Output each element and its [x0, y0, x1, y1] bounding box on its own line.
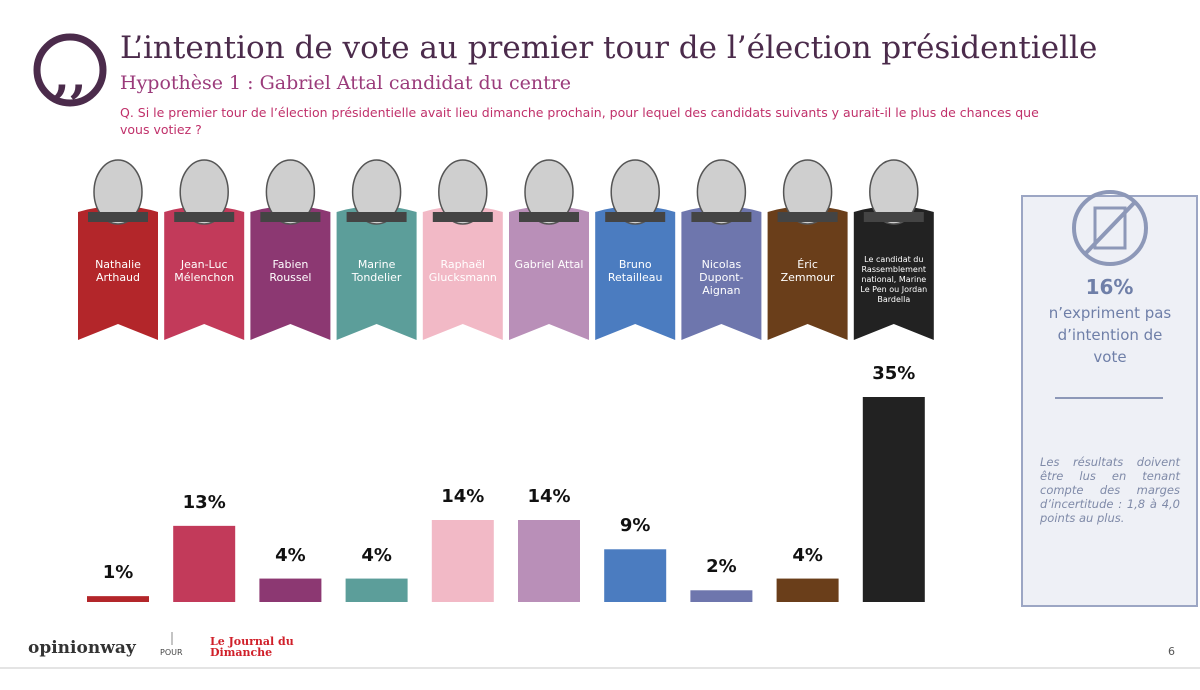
photo-shoulders — [519, 212, 579, 222]
side-panel — [1021, 195, 1198, 607]
candidate-ribbon — [164, 206, 245, 340]
no-intention-value: 16% — [1085, 275, 1134, 299]
strike-line — [1083, 200, 1137, 256]
candidate-photo — [524, 159, 574, 225]
candidate-photo — [93, 159, 143, 225]
no-vote-icon — [1072, 190, 1148, 266]
value-label: 14% — [527, 486, 571, 507]
candidate-photo — [351, 159, 402, 225]
partner: Le Journal du Dimanche — [210, 635, 294, 659]
candidate-name: Nicolas Dupont-Aignan — [699, 258, 744, 297]
subtitle: Hypothèse 1 : Gabriel Attal candidat du … — [120, 72, 572, 94]
value-label: 35% — [872, 363, 916, 384]
value-label: 13% — [182, 491, 226, 513]
bar — [87, 596, 149, 602]
candidate-photo — [869, 159, 919, 225]
candidate-ribbon — [767, 206, 848, 340]
candidate-ribbon — [422, 206, 503, 340]
photo-shoulders — [346, 212, 407, 222]
candidate-name: Fabien Roussel — [269, 258, 312, 284]
brand: opinionway — [28, 638, 136, 658]
uncertainty-note: Les résultats doivent être lus en tenant… — [1040, 455, 1180, 525]
candidate-ribbon — [853, 206, 934, 340]
candidate-ribbon — [250, 206, 331, 340]
bar — [604, 549, 667, 602]
page-number: 6 — [1168, 645, 1175, 658]
candidate-ribbon — [336, 206, 417, 340]
photo-shoulders — [174, 212, 235, 222]
candidate-name: Nathalie Arthaud — [95, 258, 141, 284]
candidate-name: Éric Zemmour — [780, 258, 835, 284]
candidate-name: Marine Tondelier — [351, 258, 402, 284]
candidate-ribbon — [681, 206, 762, 340]
photo-shoulders — [432, 212, 493, 222]
bar — [345, 578, 408, 602]
photo-shoulders — [260, 212, 321, 222]
question: Q. Si le premier tour de l’élection prés… — [120, 105, 1039, 137]
bar — [776, 578, 839, 602]
value-label: 2% — [706, 556, 737, 578]
bar — [518, 520, 580, 602]
bar — [431, 520, 494, 602]
candidate-photo — [438, 159, 488, 225]
photo-shoulders — [691, 212, 752, 222]
photo-shoulders — [863, 212, 924, 222]
photo-shoulders — [777, 212, 838, 222]
value-label: 9% — [619, 515, 651, 537]
value-label: 4% — [361, 544, 392, 566]
title: L’intention de vote au premier tour de l… — [120, 30, 1098, 66]
photo-shoulders — [88, 212, 148, 222]
photo-shoulders — [605, 212, 666, 222]
candidate-name: Bruno Retailleau — [607, 258, 663, 284]
no-intention-text: n’expriment pas d’intention de vote — [1048, 304, 1172, 366]
value-label: 4% — [275, 544, 306, 566]
candidate-photo — [696, 159, 747, 225]
candidate-name: Le candidat du Rassemblement national, M… — [860, 255, 928, 304]
candidate-name: Raphaël Glucksmann — [428, 258, 497, 284]
candidate-name: Gabriel Attal — [514, 258, 584, 271]
candidate-name: Jean-Luc Mélenchon — [174, 258, 235, 284]
quote-mark: ,, — [53, 48, 86, 104]
bar — [259, 578, 322, 602]
value-label: 14% — [441, 486, 485, 507]
pour: POUR — [160, 648, 183, 657]
candidate-photo — [610, 159, 660, 225]
bar — [690, 590, 753, 602]
quote-icon — [33, 33, 107, 107]
candidate-photo — [265, 159, 316, 225]
value-label: 1% — [102, 562, 134, 584]
candidate-ribbon — [509, 206, 589, 340]
candidate-ribbon — [595, 206, 676, 340]
candidate-photo — [179, 159, 229, 225]
bar — [862, 397, 925, 602]
value-label: 4% — [792, 544, 823, 566]
ballot-icon — [1093, 206, 1127, 250]
candidate-photo — [782, 159, 833, 225]
bar — [173, 525, 236, 602]
candidate-ribbon — [78, 206, 158, 340]
